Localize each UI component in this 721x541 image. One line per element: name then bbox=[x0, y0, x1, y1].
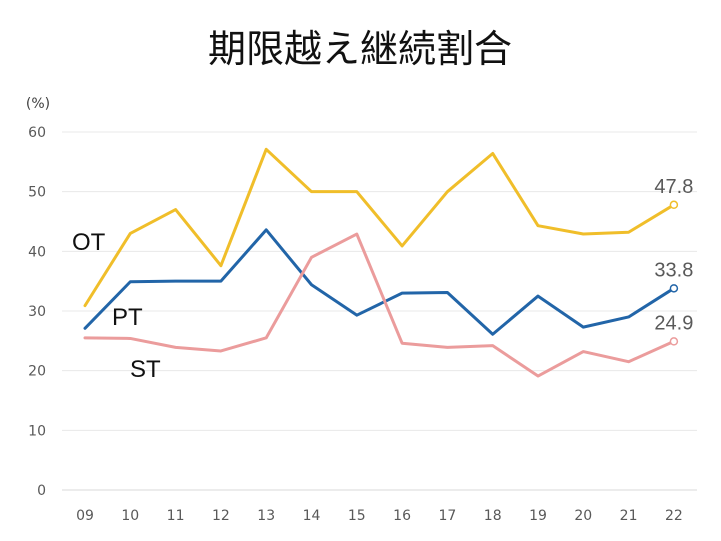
x-tick-label: 18 bbox=[484, 508, 502, 524]
y-tick-label: 10 bbox=[28, 423, 46, 439]
end-value-label-pt: 33.8 bbox=[654, 259, 693, 281]
series-line-ot bbox=[83, 147, 676, 308]
x-tick-label: 21 bbox=[620, 508, 638, 524]
series-line-st bbox=[83, 232, 676, 378]
x-tick-label: 15 bbox=[348, 508, 366, 524]
chart-title: 期限越え継続割合 bbox=[208, 27, 512, 71]
y-axis-ticks: 0 10 20 30 40 50 60 bbox=[28, 125, 46, 499]
x-tick-label: 12 bbox=[212, 508, 230, 524]
x-tick-label: 13 bbox=[257, 508, 275, 524]
x-tick-label: 17 bbox=[438, 508, 456, 524]
series-name-label-ot: OT bbox=[72, 229, 106, 256]
x-tick-label: 10 bbox=[121, 508, 139, 524]
end-value-label-ot: 47.8 bbox=[654, 176, 693, 198]
end-point-marker-st bbox=[669, 337, 679, 346]
x-tick-label: 22 bbox=[665, 508, 683, 524]
y-tick-label: 30 bbox=[28, 304, 46, 320]
y-tick-label: 50 bbox=[28, 185, 46, 201]
end-value-label-st: 24.9 bbox=[654, 312, 693, 334]
y-tick-label: 20 bbox=[28, 364, 46, 380]
x-tick-label: 16 bbox=[393, 508, 411, 524]
x-tick-label: 20 bbox=[574, 508, 592, 524]
x-tick-label: 09 bbox=[76, 508, 94, 524]
series-lines bbox=[83, 147, 679, 378]
y-tick-label: 0 bbox=[37, 483, 46, 499]
end-point-marker-pt bbox=[669, 284, 679, 293]
x-tick-label: 19 bbox=[529, 508, 547, 524]
y-tick-label: 60 bbox=[28, 125, 46, 141]
y-axis-unit-label: (%) bbox=[26, 96, 50, 112]
series-labels: 47.8 OT 33.8 PT 24.9 ST bbox=[72, 176, 693, 383]
x-tick-label: 14 bbox=[303, 508, 321, 524]
series-line-pt bbox=[83, 228, 676, 336]
x-axis-ticks: 09 10 11 12 13 14 15 16 17 18 19 20 21 22 bbox=[76, 508, 683, 524]
gridlines bbox=[62, 131, 697, 491]
series-name-label-pt: PT bbox=[112, 304, 143, 331]
y-tick-label: 40 bbox=[28, 244, 46, 260]
x-tick-label: 11 bbox=[167, 508, 185, 524]
end-point-marker-ot bbox=[669, 200, 679, 210]
series-name-label-st: ST bbox=[130, 356, 161, 383]
